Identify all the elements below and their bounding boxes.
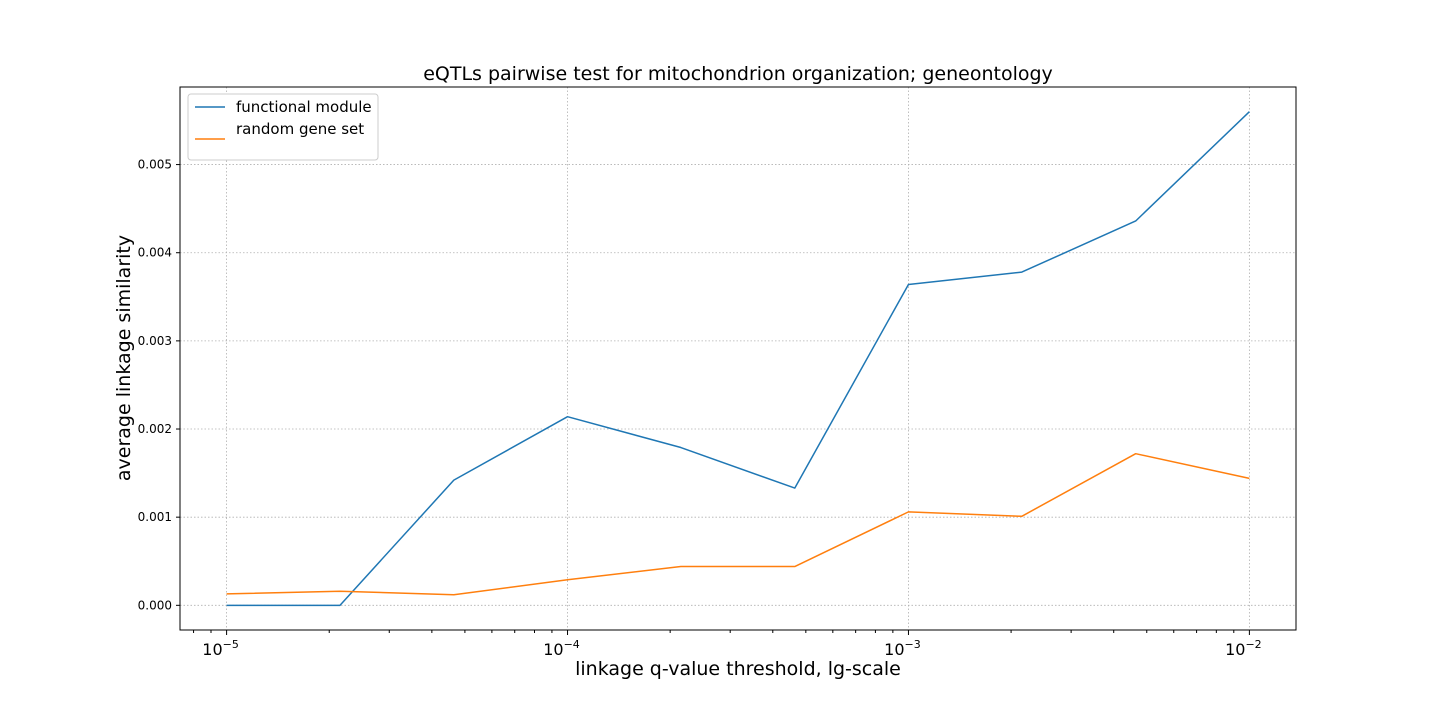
- x-tick-base: 10: [202, 640, 222, 659]
- series-lines: [226, 111, 1250, 607]
- series-line-random-gene-set: [226, 452, 1250, 596]
- x-tick-base: 10: [1225, 640, 1245, 659]
- legend: functional module random gene set: [187, 93, 379, 161]
- x-tick-exponent: −5: [223, 638, 239, 651]
- y-tick-label: 0.001: [138, 510, 172, 524]
- legend-label-random-gene-set: random gene set: [236, 120, 364, 138]
- chart-title: eQTLs pairwise test for mitochondrion or…: [423, 63, 1053, 85]
- series-line-functional-module: [226, 111, 1250, 607]
- y-tick-label: 0.004: [138, 246, 172, 260]
- x-tick-exponent: −4: [564, 638, 580, 651]
- x-tick-label: 10−2: [1225, 638, 1262, 659]
- y-tick-label: 0.002: [138, 422, 172, 436]
- x-tick-base: 10: [884, 640, 904, 659]
- x-tick-label: 10−5: [202, 638, 239, 659]
- y-tick-label: 0.000: [138, 598, 172, 612]
- x-axis-label: linkage q-value threshold, lg-scale: [575, 658, 901, 680]
- y-tick-label: 0.005: [138, 158, 172, 172]
- y-axis-label: average linkage similarity: [113, 235, 135, 481]
- legend-label-functional-module: functional module: [236, 98, 372, 116]
- y-tick-label: 0.003: [138, 334, 172, 348]
- grid: [180, 87, 1296, 630]
- x-tick-base: 10: [543, 640, 563, 659]
- x-tick-label: 10−3: [884, 638, 921, 659]
- x-tick-label: 10−4: [543, 638, 580, 659]
- x-tick-exponent: −3: [905, 638, 921, 651]
- x-tick-exponent: −2: [1245, 638, 1261, 651]
- plot-frame: [179, 86, 1297, 631]
- legend-box: [187, 93, 379, 161]
